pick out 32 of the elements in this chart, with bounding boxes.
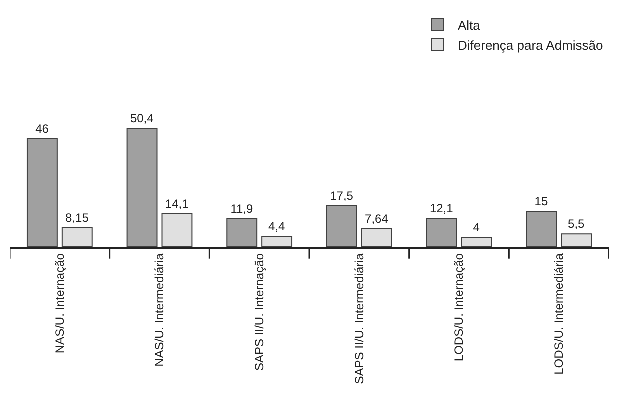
bar	[426, 218, 458, 247]
x-tick-label: NAS/U. Intermediária	[152, 253, 167, 367]
data-label: 4	[473, 220, 480, 235]
x-tick-label: SAPS II/U. Intermediária	[352, 253, 366, 384]
data-label: 17,5	[330, 188, 354, 203]
bar	[262, 236, 293, 247]
bar	[162, 213, 193, 247]
bar	[62, 227, 93, 247]
bar	[26, 138, 58, 247]
data-label: 50,4	[130, 112, 154, 126]
x-tick-label: LODS/U. Internação	[452, 253, 466, 362]
data-label: 11,9	[230, 202, 254, 216]
bar	[326, 205, 358, 247]
bar	[126, 128, 158, 247]
x-tick-label: LODS/U. Intermediária	[552, 253, 566, 375]
legend-label: Alta	[458, 18, 482, 34]
bar	[361, 228, 392, 247]
bar	[526, 211, 558, 247]
legend-label: Diferença para Admissão	[458, 38, 604, 53]
x-tick-label: SAPS II/U. Internação	[252, 253, 266, 371]
bar	[226, 218, 258, 247]
data-label: 8,15	[66, 210, 90, 225]
data-label: 5,5	[568, 217, 586, 232]
bar	[461, 237, 492, 247]
data-label: 12,1	[430, 202, 454, 216]
bar	[561, 234, 592, 247]
data-label: 46	[36, 122, 50, 136]
x-tick-label: NAS/U. Internação	[52, 253, 67, 354]
data-label: 14,1	[165, 196, 190, 211]
data-label: 7,64	[365, 212, 389, 226]
data-label: 15	[534, 194, 548, 209]
data-label: 4,4	[268, 220, 286, 234]
